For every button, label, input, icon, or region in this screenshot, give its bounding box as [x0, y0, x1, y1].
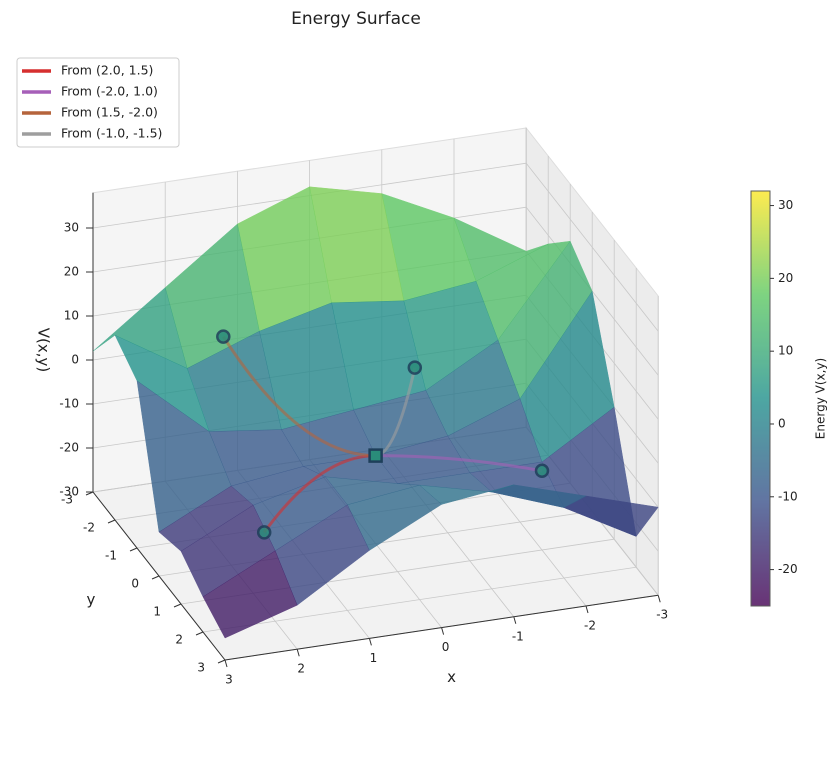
colorbar-tick-label: 30 [778, 198, 793, 212]
x-tick-label: 2 [297, 662, 305, 676]
z-tick-label: -10 [59, 397, 79, 411]
z-tick-label: -20 [59, 441, 79, 455]
z-tick-label: -30 [59, 485, 79, 499]
tick-mark [224, 659, 228, 668]
y-tick-label: 3 [197, 661, 205, 675]
y-tick-label: -1 [105, 549, 117, 563]
x-tick-label: -1 [512, 629, 524, 643]
tick-mark [129, 547, 138, 552]
colorbar-tick-label: 20 [778, 271, 793, 285]
tick-mark [657, 595, 661, 603]
colorbar-label: Energy V(x,y) [814, 358, 828, 439]
z-tick-label: 0 [71, 353, 79, 367]
axis-line [92, 491, 226, 661]
trajectory [262, 454, 376, 534]
y-tick-label: 0 [131, 577, 139, 591]
tick-mark [585, 605, 589, 614]
x-axis-label: x [447, 668, 456, 686]
legend-label: From (1.5, -2.0) [61, 105, 158, 120]
x-tick-label: -2 [584, 619, 596, 633]
start-point [534, 463, 550, 479]
colorbar-tick-label: 0 [778, 416, 786, 430]
axis-line [224, 594, 659, 661]
colorbar [750, 190, 771, 607]
x-tick-label: 0 [442, 640, 450, 654]
z-tick-label: 30 [64, 221, 79, 235]
legend-label: From (-2.0, 1.0) [61, 84, 158, 99]
y-axis-label: y [87, 591, 96, 609]
tick-mark [296, 649, 300, 657]
colorbar-tick-label: 10 [778, 344, 793, 358]
tick-mark [173, 603, 182, 608]
chart-title: Energy Surface [291, 9, 421, 29]
y-tick-label: 1 [153, 605, 161, 619]
x-tick-label: -3 [656, 608, 668, 622]
tick-mark [513, 616, 517, 624]
trajectory [222, 335, 376, 458]
tick-mark [107, 519, 116, 524]
y-tick-label: -3 [61, 493, 73, 507]
x-tick-label: 3 [225, 673, 233, 687]
minimum-point [368, 448, 383, 463]
z-tick-label: 10 [64, 309, 79, 323]
tick-mark [195, 631, 204, 636]
colorbar-tick-label: -20 [778, 562, 798, 576]
tick-mark [368, 638, 372, 646]
x-tick-label: 1 [370, 651, 378, 665]
start-point [216, 329, 231, 344]
y-tick-label: -2 [83, 521, 95, 535]
legend-label: From (-1.0, -1.5) [61, 126, 162, 141]
z-axis-label: V(x,y) [35, 328, 53, 373]
tick-mark [441, 627, 445, 635]
legend-box [16, 57, 180, 148]
tick-mark [151, 575, 160, 580]
tick-mark [217, 659, 226, 664]
start-point [256, 525, 272, 540]
grid-line [202, 566, 637, 633]
start-point [407, 360, 423, 375]
surface-patch [202, 550, 298, 639]
y-tick-label: 2 [175, 633, 183, 647]
grid-line [525, 162, 659, 332]
colorbar-tick-label: -10 [778, 489, 798, 503]
trajectory [375, 454, 543, 473]
z-tick-label: 20 [64, 265, 79, 279]
legend-label: From (2.0, 1.5) [61, 63, 153, 78]
